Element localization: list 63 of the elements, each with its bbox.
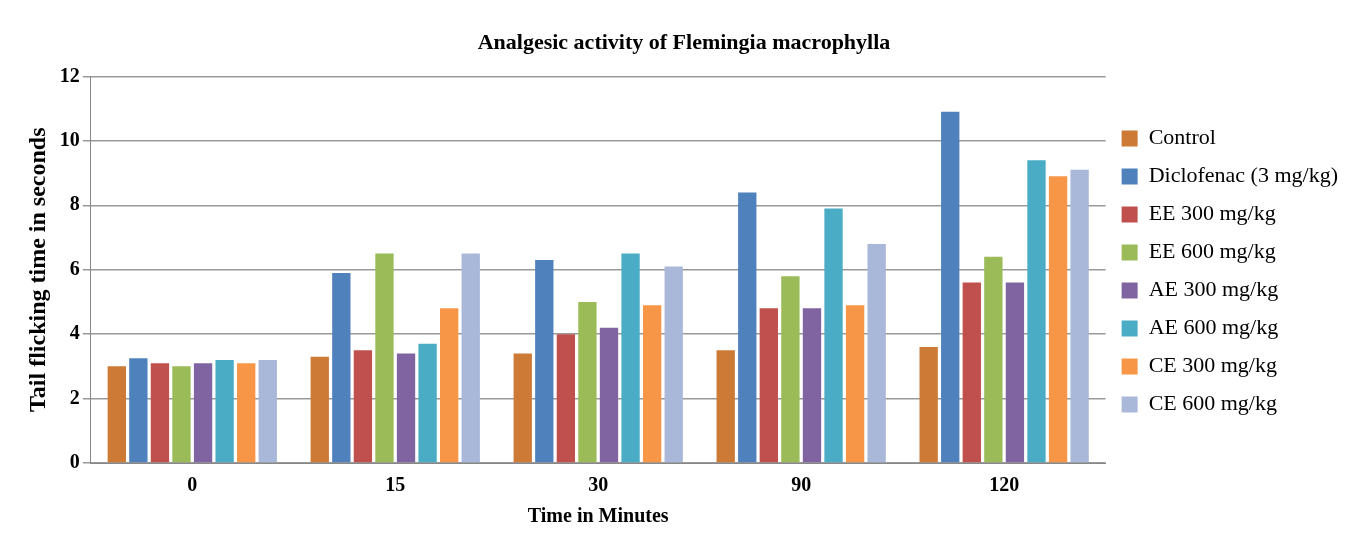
bar bbox=[535, 260, 554, 463]
bar bbox=[375, 253, 394, 463]
y-axis-title: Tail flicking time in seconds bbox=[23, 127, 50, 412]
bar bbox=[919, 347, 938, 463]
bar bbox=[556, 334, 576, 463]
bar bbox=[418, 343, 437, 463]
legend-label: CE 600 mg/kg bbox=[1148, 390, 1277, 416]
legend-label: AE 600 mg/kg bbox=[1148, 314, 1279, 340]
bar bbox=[150, 363, 170, 463]
bar bbox=[642, 305, 662, 463]
bar bbox=[172, 366, 191, 463]
bar bbox=[237, 363, 256, 463]
bar bbox=[621, 253, 640, 463]
bar bbox=[845, 305, 865, 463]
legend-label: EE 600 mg/kg bbox=[1148, 238, 1276, 264]
y-tick-label: 2 bbox=[69, 385, 80, 408]
bar bbox=[129, 358, 148, 463]
x-axis-title: Time in Minutes bbox=[527, 504, 669, 527]
legend-label: Diclofenac (3 mg/kg) bbox=[1148, 162, 1338, 188]
legend-label: EE 300 mg/kg bbox=[1148, 200, 1276, 226]
bar bbox=[599, 327, 619, 463]
bar bbox=[310, 356, 329, 463]
bar bbox=[1048, 176, 1068, 463]
bar bbox=[193, 363, 213, 463]
bar bbox=[1027, 160, 1046, 463]
y-tick-label: 4 bbox=[69, 321, 80, 344]
legend-label: CE 300 mg/kg bbox=[1148, 352, 1277, 378]
bar bbox=[107, 366, 126, 463]
bar bbox=[759, 308, 778, 463]
legend-label: AE 300 mg/kg bbox=[1148, 276, 1279, 302]
bar bbox=[664, 266, 683, 463]
bar bbox=[1005, 282, 1025, 463]
bar bbox=[215, 359, 234, 463]
x-tick-label: 15 bbox=[385, 473, 406, 496]
bar bbox=[941, 111, 960, 463]
bar bbox=[867, 243, 886, 463]
bar bbox=[578, 301, 597, 463]
bar bbox=[396, 353, 416, 463]
bar bbox=[513, 353, 532, 463]
bar bbox=[738, 192, 757, 463]
bar bbox=[716, 350, 735, 463]
y-tick-label: 6 bbox=[69, 256, 80, 279]
bar bbox=[984, 256, 1003, 463]
bar bbox=[962, 282, 981, 463]
bar bbox=[332, 272, 351, 463]
bar bbox=[1070, 169, 1089, 463]
x-tick-label: 90 bbox=[791, 473, 812, 496]
legend-label: Control bbox=[1148, 124, 1216, 150]
bar bbox=[824, 208, 843, 463]
y-tick-label: 10 bbox=[59, 128, 80, 151]
bar bbox=[802, 308, 822, 463]
bar bbox=[440, 308, 459, 463]
x-tick-label: 0 bbox=[187, 473, 198, 496]
bar bbox=[258, 359, 277, 463]
x-tick-label: 120 bbox=[989, 473, 1020, 496]
y-tick-label: 0 bbox=[69, 450, 80, 473]
chart-title: Analgesic activity of Flemingia macrophylla bbox=[477, 28, 891, 54]
y-tick-label: 12 bbox=[59, 63, 80, 86]
bar bbox=[781, 276, 800, 463]
x-tick-label: 30 bbox=[588, 473, 609, 496]
y-tick-label: 8 bbox=[69, 192, 80, 215]
bar bbox=[353, 350, 373, 463]
bar bbox=[461, 253, 480, 463]
